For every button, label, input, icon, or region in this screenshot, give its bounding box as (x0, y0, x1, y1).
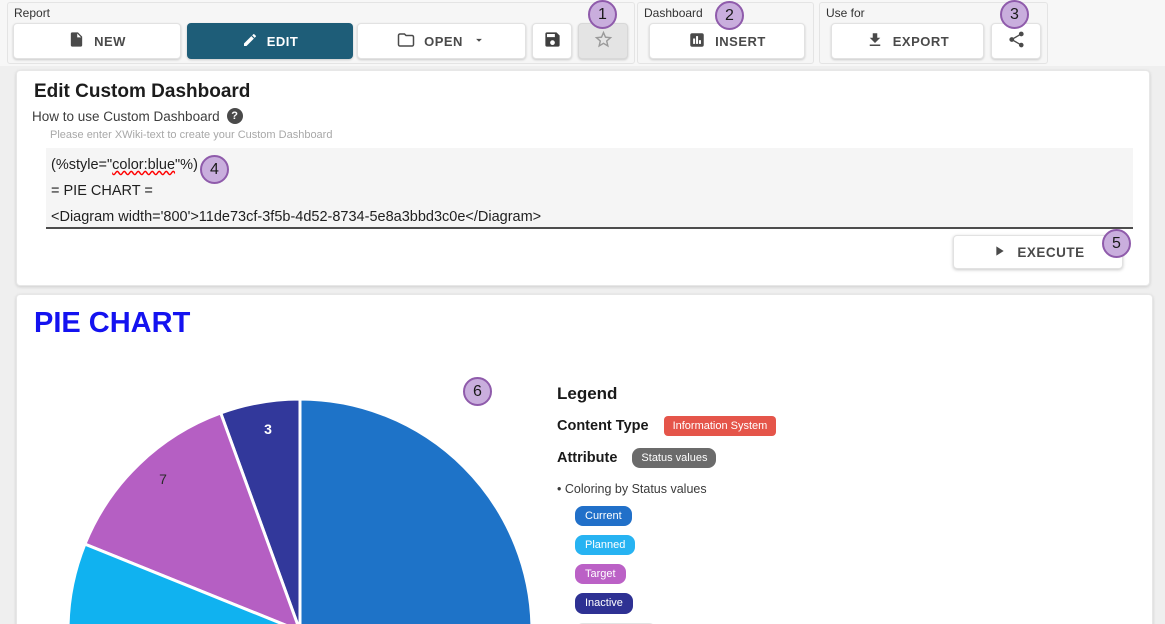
annotation-circle-4: 4 (200, 155, 229, 184)
star-outline-icon (593, 29, 614, 53)
status-badge-list: Current Planned Target Inactive not assi… (575, 506, 977, 624)
legend-content-type-row: Content Type Information System (557, 416, 977, 437)
content-type-label: Content Type (557, 418, 649, 435)
new-document-icon (68, 31, 85, 51)
export-button-label: EXPORT (892, 33, 950, 49)
pie-slice-target (82, 411, 300, 624)
folder-icon (397, 31, 415, 52)
dashboard-result-panel: PIE CHART 3 7 Legend Content Type Inform… (16, 294, 1153, 624)
bullet: • (557, 482, 562, 497)
annotation-circle-6: 6 (463, 377, 492, 406)
annotation-circle-2: 2 (715, 1, 744, 30)
insert-chart-icon (688, 31, 706, 52)
open-button-label: OPEN (424, 33, 463, 49)
status-badge-planned: Planned (575, 535, 636, 556)
annotation-circle-3: 3 (1000, 0, 1029, 29)
dashboard-group-label: Dashboard (644, 6, 703, 20)
annotation-circle-1: 1 (588, 0, 617, 29)
result-title: PIE CHART (34, 307, 191, 339)
spellchecked-text: color:blue (112, 157, 176, 173)
save-button[interactable] (532, 23, 572, 59)
open-button[interactable]: OPEN (357, 23, 526, 59)
use-for-group-label: Use for (826, 6, 865, 20)
toolbar-group-report: Report NEW EDIT OPEN (7, 2, 635, 64)
legend-attribute-row: Attribute Status values (557, 448, 977, 469)
status-badge-target: Target (575, 564, 626, 585)
execute-button-label: EXECUTE (1017, 244, 1085, 260)
save-icon (543, 30, 562, 52)
edit-custom-dashboard-panel: Edit Custom Dashboard How to use Custom … (16, 70, 1150, 286)
status-badge-inactive: Inactive (575, 593, 633, 614)
edit-button-label: EDIT (266, 33, 299, 49)
new-button[interactable]: NEW (13, 23, 181, 59)
download-icon (866, 31, 884, 52)
chart-legend: Legend Content Type Information System A… (557, 384, 977, 624)
edit-button[interactable]: EDIT (187, 23, 353, 59)
share-icon (1007, 30, 1026, 52)
play-icon (991, 243, 1007, 262)
help-icon[interactable]: ? (226, 108, 243, 124)
pencil-icon (242, 32, 258, 51)
code-line-3: <Diagram width='800'>11de73cf-3f5b-4d52-… (51, 209, 542, 225)
chevron-down-icon (472, 33, 486, 50)
pie-slice-current (298, 397, 534, 624)
share-button[interactable] (991, 23, 1041, 59)
panel-title: Edit Custom Dashboard (34, 81, 251, 102)
status-badge-not-assigned: not assigned (575, 622, 658, 624)
attribute-label: Attribute (557, 450, 618, 467)
pie-chart: 3 7 (51, 381, 551, 624)
export-button[interactable]: EXPORT (831, 23, 984, 59)
editor-hint: Please enter XWiki-text to create your C… (50, 129, 333, 141)
pie-value-label-inactive: 3 (264, 421, 272, 437)
legend-heading: Legend (557, 384, 618, 403)
report-group-label: Report (14, 6, 51, 20)
status-badge-current: Current (575, 506, 632, 527)
attribute-badge: Status values (632, 448, 717, 469)
pie-slice-planned (66, 542, 287, 624)
pie-value-label-target: 7 (159, 471, 167, 487)
help-row: How to use Custom Dashboard ? (32, 108, 243, 124)
content-type-badge: Information System (663, 416, 777, 437)
code-line-2: = PIE CHART = (51, 183, 153, 199)
insert-button-label: INSERT (715, 33, 766, 49)
coloring-note: • Coloring by Status values (557, 482, 707, 497)
annotation-circle-5: 5 (1102, 229, 1131, 258)
help-label: How to use Custom Dashboard (32, 108, 220, 124)
execute-button[interactable]: EXECUTE (953, 235, 1123, 269)
pie-chart-svg: 3 7 (66, 397, 534, 624)
new-button-label: NEW (94, 33, 126, 49)
code-line-1: (%style="color:blue"%) (51, 157, 198, 173)
toolbar: Report NEW EDIT OPEN (0, 0, 1165, 66)
